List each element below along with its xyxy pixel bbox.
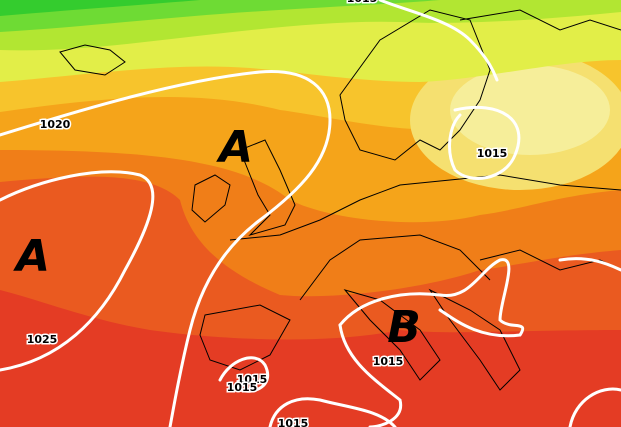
isobar-label: 1025 [27, 333, 58, 346]
band [0, 0, 440, 32]
isobar [218, 356, 269, 393]
coastline [339, 9, 491, 161]
isobar [378, 0, 499, 82]
isobar-label: 1015 [477, 147, 508, 160]
low-pressure-center: B [387, 302, 421, 353]
isobar-label: 1015 [227, 381, 258, 394]
isobar [448, 105, 521, 180]
high-pressure-center: A [216, 122, 253, 173]
isobar-label: 1020 [40, 118, 71, 131]
coastline [343, 289, 441, 381]
isobar-label: 1015 [373, 355, 404, 368]
isobar [338, 258, 524, 338]
isobar [0, 170, 155, 372]
high-pressure-center: A [13, 231, 50, 282]
band [450, 65, 610, 155]
isobar [568, 387, 621, 427]
band [0, 0, 200, 16]
isobar [0, 70, 332, 427]
coastline [229, 174, 621, 241]
isobar-label: 1015 [237, 373, 268, 386]
coastline [191, 174, 231, 223]
coastline [459, 9, 621, 31]
isobar [268, 397, 397, 427]
coastline [239, 139, 296, 237]
isobar-label: 1015 [278, 417, 309, 427]
coastline [299, 234, 491, 301]
coastline [199, 304, 291, 371]
isobar [338, 323, 403, 427]
coastline [428, 288, 521, 391]
isobar-label: 1015 [347, 0, 378, 5]
coastline [59, 44, 126, 76]
isobar [558, 257, 621, 272]
